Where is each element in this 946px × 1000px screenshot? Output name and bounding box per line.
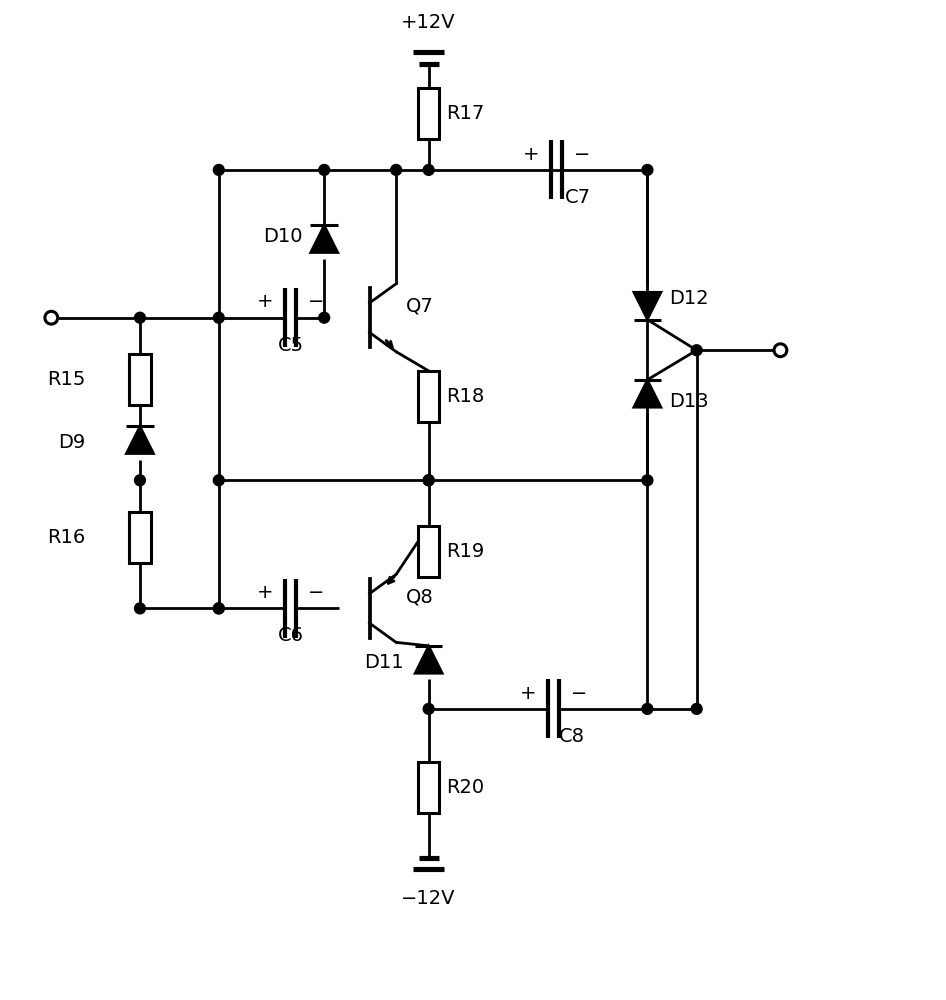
Text: C5: C5 (278, 336, 304, 355)
Bar (418, 526, 440, 577)
Polygon shape (310, 225, 338, 253)
Circle shape (391, 164, 401, 175)
Circle shape (214, 475, 224, 486)
Text: D11: D11 (364, 653, 404, 672)
Text: −: − (308, 292, 324, 311)
Circle shape (423, 475, 434, 486)
Text: D13: D13 (669, 392, 709, 411)
Circle shape (692, 345, 702, 356)
Text: +: + (257, 583, 273, 602)
Bar (418, 371, 440, 422)
Circle shape (214, 312, 224, 323)
Circle shape (134, 312, 146, 323)
Bar (129, 512, 150, 563)
Text: D10: D10 (263, 227, 303, 246)
Circle shape (134, 603, 146, 614)
Circle shape (423, 703, 434, 714)
Text: +12V: +12V (401, 13, 456, 32)
Text: D9: D9 (59, 433, 86, 452)
Text: C6: C6 (278, 626, 304, 645)
Text: −: − (571, 684, 587, 703)
Polygon shape (634, 292, 661, 320)
Text: Q7: Q7 (406, 296, 434, 315)
Circle shape (214, 164, 224, 175)
Circle shape (134, 475, 146, 486)
Polygon shape (415, 646, 443, 673)
Polygon shape (634, 380, 661, 407)
Text: R20: R20 (447, 778, 484, 797)
Text: R19: R19 (447, 542, 484, 561)
Bar (418, 88, 440, 139)
Text: R16: R16 (47, 528, 86, 547)
Text: +: + (520, 684, 536, 703)
Text: R18: R18 (447, 387, 484, 406)
Text: −: − (574, 145, 590, 164)
Circle shape (423, 164, 434, 175)
Text: −12V: −12V (401, 889, 456, 908)
Circle shape (319, 312, 329, 323)
Circle shape (319, 164, 329, 175)
Bar (418, 762, 440, 813)
Bar (129, 354, 150, 405)
Text: −: − (308, 583, 324, 602)
Text: C8: C8 (559, 727, 585, 746)
Text: R15: R15 (47, 370, 86, 389)
Circle shape (423, 475, 434, 486)
Text: +: + (257, 292, 273, 311)
Text: Q8: Q8 (406, 587, 434, 606)
Text: C7: C7 (565, 188, 590, 207)
Circle shape (214, 603, 224, 614)
Polygon shape (126, 426, 154, 454)
Circle shape (774, 344, 787, 357)
Text: +: + (523, 145, 539, 164)
Text: D12: D12 (669, 289, 709, 308)
Circle shape (642, 164, 653, 175)
Circle shape (44, 311, 58, 324)
Text: R17: R17 (447, 104, 484, 123)
Circle shape (692, 703, 702, 714)
Circle shape (642, 703, 653, 714)
Circle shape (214, 603, 224, 614)
Circle shape (642, 475, 653, 486)
